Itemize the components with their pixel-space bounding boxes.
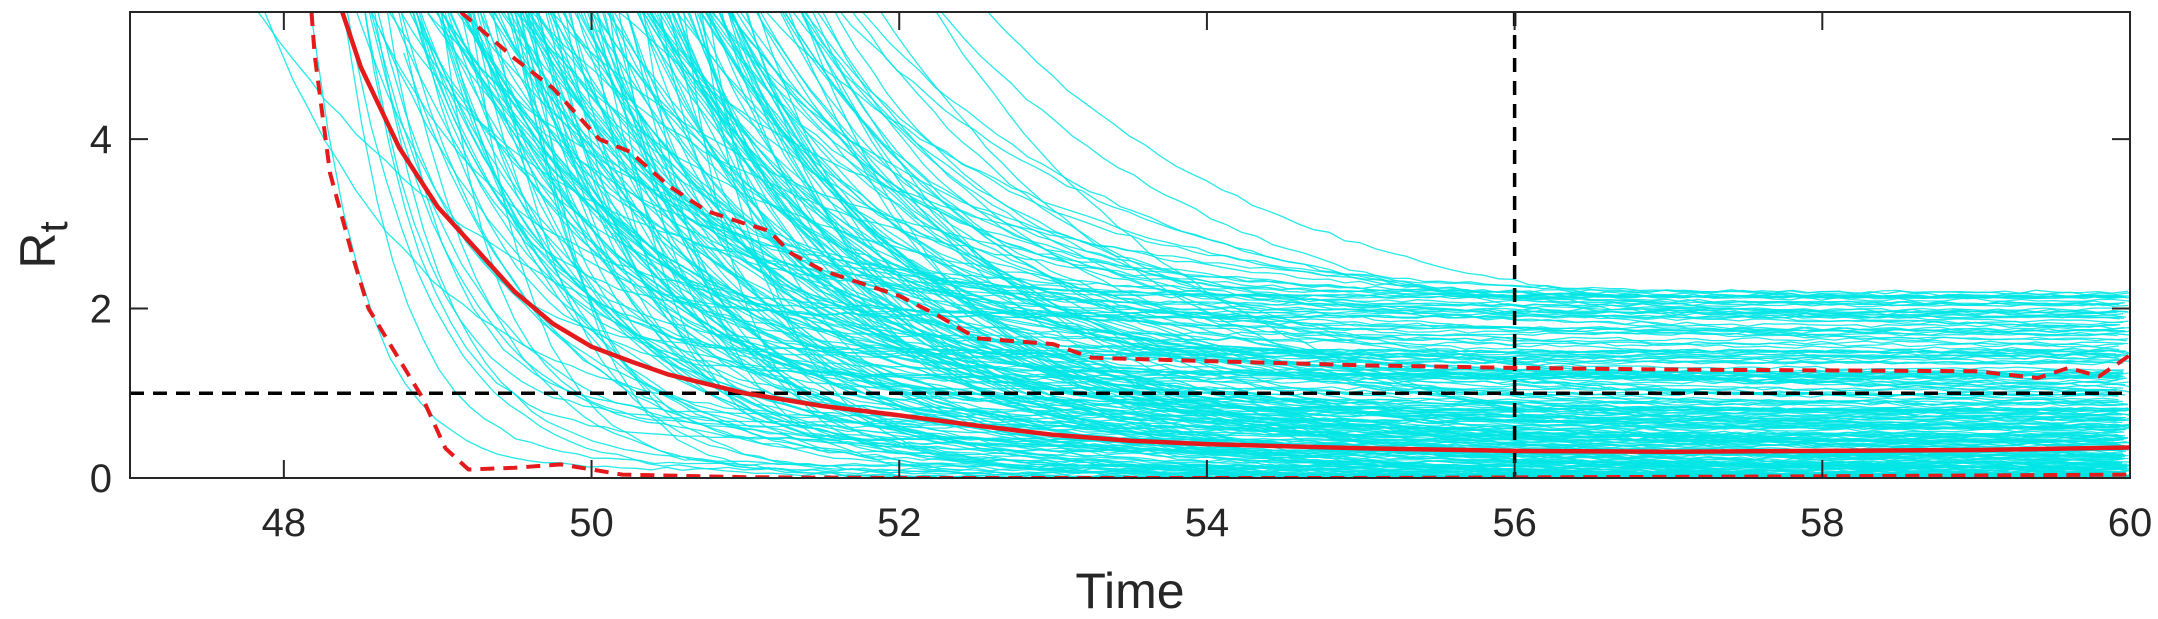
- sample-trajectory: [650, 12, 2119, 384]
- sample-trajectory: [987, 12, 2130, 330]
- axis-ticks: 48 50 52 54 56 58 60 0 2 4: [90, 12, 2153, 545]
- sample-trajectory: [415, 12, 2129, 458]
- reference-lines: [130, 12, 2130, 478]
- sample-trajectory: [551, 12, 2124, 478]
- sample-trajectory: [519, 12, 2117, 457]
- lower-bound-line: [309, 12, 2130, 478]
- x-tick-label: 52: [877, 501, 922, 545]
- sample-trajectory: [783, 12, 2126, 429]
- x-axis-title: Time: [1075, 563, 1184, 619]
- sample-trajectory: [524, 12, 2126, 446]
- sample-trajectory: [666, 12, 2130, 416]
- sample-trajectory: [591, 12, 2118, 407]
- sample-trajectory: [642, 12, 2123, 475]
- plot-frame: [129, 11, 2131, 479]
- sample-trajectory: [460, 12, 2117, 360]
- sample-trajectory: [681, 12, 2119, 394]
- sample-trajectory: [364, 12, 2123, 425]
- sample-trajectory: [420, 12, 2117, 439]
- sample-trajectory: [516, 12, 2128, 313]
- sample-trajectory: [668, 12, 2123, 376]
- sample-trajectory: [550, 12, 2129, 307]
- x-tick-label: 60: [2108, 501, 2153, 545]
- sample-trajectory: [490, 12, 2127, 354]
- sample-trajectory: [800, 12, 2130, 334]
- sample-trajectory: [594, 12, 2123, 453]
- sample-trajectory: [343, 12, 2130, 469]
- sample-trajectory: [310, 12, 2129, 472]
- sample-trajectory: [694, 12, 2123, 313]
- upper-bound-line: [459, 12, 2130, 380]
- sample-trajectory: [708, 12, 2130, 356]
- sample-trajectory: [704, 12, 2129, 462]
- summary-series: [309, 12, 2130, 478]
- median-line: [340, 12, 2130, 454]
- y-axis-title-main: R: [10, 233, 66, 269]
- sample-trajectory: [415, 12, 2127, 319]
- x-tick-label: 48: [262, 501, 307, 545]
- y-tick-label: 0: [90, 457, 112, 501]
- sample-trajectory: [805, 12, 2127, 359]
- sample-trajectory: [648, 12, 2120, 352]
- sample-trajectory: [388, 12, 2122, 300]
- sample-trajectory: [664, 12, 2130, 472]
- x-tick-label: 56: [1492, 501, 1537, 545]
- y-tick-label: 4: [90, 118, 112, 162]
- sample-trajectory: [861, 12, 2121, 328]
- sample-trajectory: [535, 12, 2128, 406]
- sample-trajectory: [728, 12, 2122, 462]
- x-tick-label: 50: [569, 501, 614, 545]
- sample-trajectory: [536, 12, 2125, 371]
- sample-trajectory: [567, 12, 2124, 475]
- sample-trajectory: [746, 12, 2128, 440]
- sample-trajectory: [601, 12, 2118, 337]
- y-axis-title: Rt: [10, 221, 76, 268]
- sample-trajectory: [415, 12, 2122, 436]
- sample-trajectory: [479, 12, 2126, 431]
- sample-trajectory: [735, 12, 2122, 420]
- sample-trajectory: [659, 12, 2118, 316]
- sample-trajectories: [257, 12, 2130, 478]
- sample-trajectory: [852, 12, 2118, 392]
- sample-trajectory: [617, 12, 2127, 299]
- sample-trajectory: [730, 12, 2125, 331]
- x-tick-label: 58: [1800, 501, 1845, 545]
- sample-trajectory: [801, 12, 2128, 478]
- sample-trajectory: [940, 12, 2119, 349]
- sample-trajectory: [731, 12, 2120, 360]
- sample-trajectory: [661, 12, 2129, 345]
- y-tick-label: 2: [90, 288, 112, 332]
- x-tick-label: 54: [1185, 501, 1230, 545]
- sample-trajectory: [645, 12, 2124, 407]
- sample-trajectory: [444, 12, 2126, 381]
- sample-trajectory: [672, 12, 2126, 333]
- sample-trajectory: [636, 12, 2129, 412]
- sample-trajectory: [834, 12, 2118, 329]
- sample-trajectory: [676, 12, 2127, 469]
- sample-trajectory: [456, 12, 2118, 431]
- y-axis-title-subscript: t: [32, 221, 76, 232]
